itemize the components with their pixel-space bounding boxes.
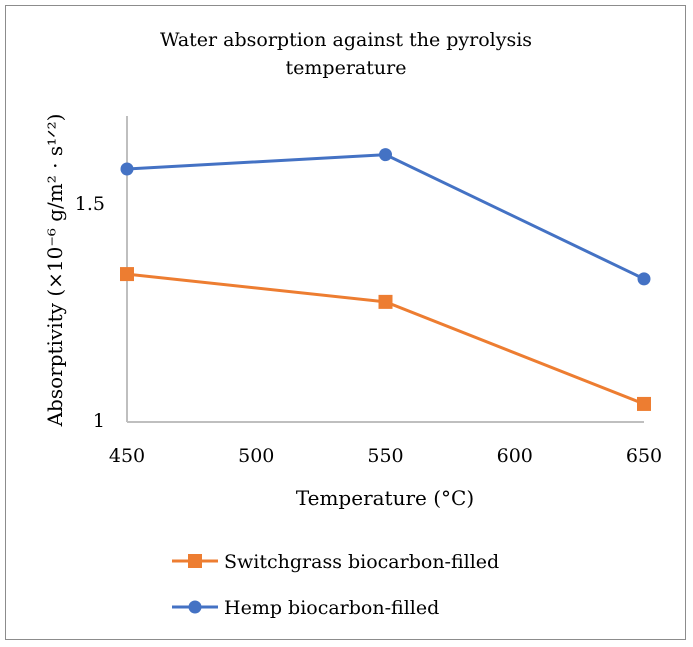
x-axis-label: Temperature (°C) [296, 486, 474, 510]
data-point [379, 148, 392, 162]
x-tick-label: 500 [238, 445, 274, 467]
series-line-0 [126, 272, 645, 406]
x-tick-label: 450 [109, 445, 145, 467]
data-point [120, 267, 134, 282]
legend-marker [188, 554, 202, 568]
x-tick-label: 650 [626, 445, 662, 467]
chart-title-line-1: Water absorption against the pyrolysis [160, 29, 532, 51]
legend-marker [188, 600, 202, 614]
series-line-1 [126, 153, 645, 281]
chart-frame [5, 5, 686, 640]
data-point [378, 294, 393, 309]
data-point [120, 162, 134, 176]
legend-label: Hemp biocarbon-filled [224, 597, 439, 619]
x-tick-label: 600 [497, 445, 533, 467]
y-tick-label: 1.5 [75, 193, 105, 215]
y-tick-label: 1 [93, 410, 105, 432]
chart-title-line-2: temperature [286, 57, 407, 79]
data-point [637, 272, 651, 286]
x-tick-label: 550 [367, 445, 403, 467]
y-axis-label: Absorptivity (×10⁻⁶ g/m² · s¹ᐟ²) [43, 114, 67, 428]
legend-label: Switchgrass biocarbon-filled [224, 551, 499, 573]
data-point [637, 396, 651, 411]
